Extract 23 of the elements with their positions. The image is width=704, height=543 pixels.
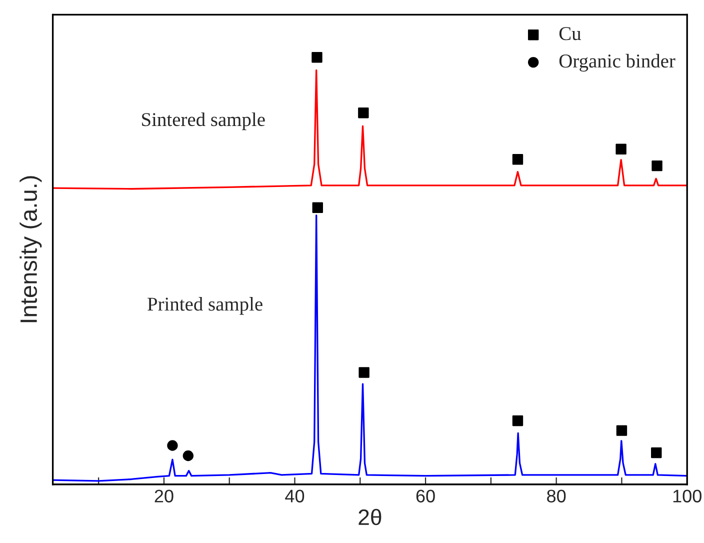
x-tick-label: 20 — [154, 490, 174, 502]
point — [616, 144, 626, 155]
x-tick-label: 60 — [416, 490, 435, 502]
point — [651, 447, 662, 458]
point — [512, 415, 524, 426]
x-tick-label: 100 — [673, 490, 702, 502]
x-axis-title: 2θ — [358, 508, 382, 526]
point — [167, 440, 178, 451]
point — [358, 108, 369, 118]
x-tick-label: 40 — [285, 490, 304, 502]
annotation: Sintered sample — [142, 112, 265, 130]
point — [312, 52, 322, 63]
annotation: Printed sample — [148, 297, 262, 315]
point — [652, 160, 662, 172]
point — [182, 450, 194, 462]
point — [512, 154, 524, 165]
point — [312, 202, 323, 214]
x-tick-label: 80 — [547, 490, 566, 502]
y-axis-title: Intensity (a.u.) — [20, 176, 42, 322]
point — [358, 367, 370, 378]
point — [616, 425, 628, 436]
legend-label: Organic binder — [559, 54, 676, 72]
legend-label: Cu — [559, 27, 581, 40]
